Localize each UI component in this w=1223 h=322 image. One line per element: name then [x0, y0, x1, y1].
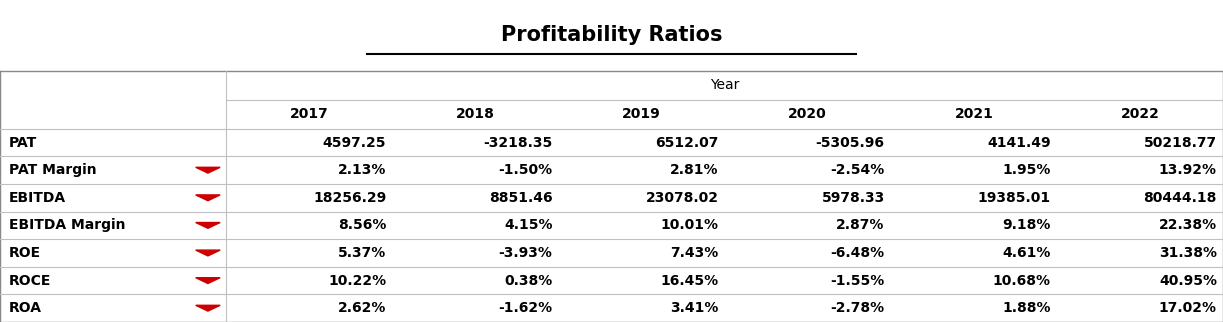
Polygon shape: [196, 305, 220, 311]
Text: 5.37%: 5.37%: [338, 246, 386, 260]
Text: -3218.35: -3218.35: [483, 136, 553, 150]
Text: 1.95%: 1.95%: [1003, 163, 1051, 177]
Text: -3.93%: -3.93%: [499, 246, 553, 260]
Text: 16.45%: 16.45%: [660, 274, 719, 288]
Text: 23078.02: 23078.02: [646, 191, 719, 205]
Text: 10.68%: 10.68%: [993, 274, 1051, 288]
Text: -1.55%: -1.55%: [830, 274, 884, 288]
Text: Year: Year: [709, 78, 740, 92]
Text: EBITDA: EBITDA: [9, 191, 66, 205]
Text: 18256.29: 18256.29: [313, 191, 386, 205]
Text: 31.38%: 31.38%: [1159, 246, 1217, 260]
Text: PAT Margin: PAT Margin: [9, 163, 97, 177]
Text: 2019: 2019: [623, 107, 660, 121]
Text: 2022: 2022: [1120, 107, 1159, 121]
Text: 9.18%: 9.18%: [1003, 218, 1051, 232]
Polygon shape: [196, 195, 220, 201]
Text: ROE: ROE: [9, 246, 40, 260]
Text: -1.62%: -1.62%: [498, 301, 553, 315]
Text: 2.81%: 2.81%: [670, 163, 719, 177]
Text: 10.22%: 10.22%: [328, 274, 386, 288]
Text: PAT: PAT: [9, 136, 37, 150]
Text: 4597.25: 4597.25: [323, 136, 386, 150]
Text: 22.38%: 22.38%: [1158, 218, 1217, 232]
Polygon shape: [196, 223, 220, 228]
Text: 1.88%: 1.88%: [1003, 301, 1051, 315]
Text: ROA: ROA: [9, 301, 42, 315]
Text: 40.95%: 40.95%: [1159, 274, 1217, 288]
Text: 50218.77: 50218.77: [1144, 136, 1217, 150]
Text: 0.38%: 0.38%: [504, 274, 553, 288]
Polygon shape: [196, 278, 220, 283]
Text: -6.48%: -6.48%: [830, 246, 884, 260]
Text: 2.87%: 2.87%: [837, 218, 884, 232]
Text: 8851.46: 8851.46: [489, 191, 553, 205]
Text: 4141.49: 4141.49: [987, 136, 1051, 150]
Text: 13.92%: 13.92%: [1159, 163, 1217, 177]
Text: 19385.01: 19385.01: [977, 191, 1051, 205]
Text: 2017: 2017: [290, 107, 329, 121]
Text: -1.50%: -1.50%: [498, 163, 553, 177]
Text: 7.43%: 7.43%: [670, 246, 719, 260]
Text: -2.78%: -2.78%: [830, 301, 884, 315]
Text: -2.54%: -2.54%: [830, 163, 884, 177]
Polygon shape: [196, 250, 220, 256]
Text: 80444.18: 80444.18: [1144, 191, 1217, 205]
Text: Profitability Ratios: Profitability Ratios: [500, 25, 723, 45]
Text: 2021: 2021: [954, 107, 993, 121]
Text: 2018: 2018: [456, 107, 495, 121]
Polygon shape: [196, 167, 220, 173]
Text: -5305.96: -5305.96: [816, 136, 884, 150]
Text: 2.62%: 2.62%: [338, 301, 386, 315]
Text: 10.01%: 10.01%: [660, 218, 719, 232]
Text: 17.02%: 17.02%: [1159, 301, 1217, 315]
Text: 4.15%: 4.15%: [504, 218, 553, 232]
Text: 5978.33: 5978.33: [822, 191, 884, 205]
Text: 2.13%: 2.13%: [338, 163, 386, 177]
Text: 6512.07: 6512.07: [656, 136, 719, 150]
Text: 4.61%: 4.61%: [1003, 246, 1051, 260]
Text: 3.41%: 3.41%: [670, 301, 719, 315]
Text: ROCE: ROCE: [9, 274, 51, 288]
Text: 8.56%: 8.56%: [338, 218, 386, 232]
Text: 2020: 2020: [789, 107, 827, 121]
Text: EBITDA Margin: EBITDA Margin: [9, 218, 125, 232]
